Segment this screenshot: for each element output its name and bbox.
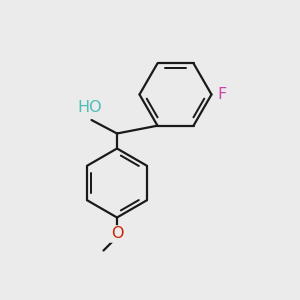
Text: HO: HO [78,100,102,116]
Text: O: O [111,226,123,242]
Text: F: F [217,87,226,102]
